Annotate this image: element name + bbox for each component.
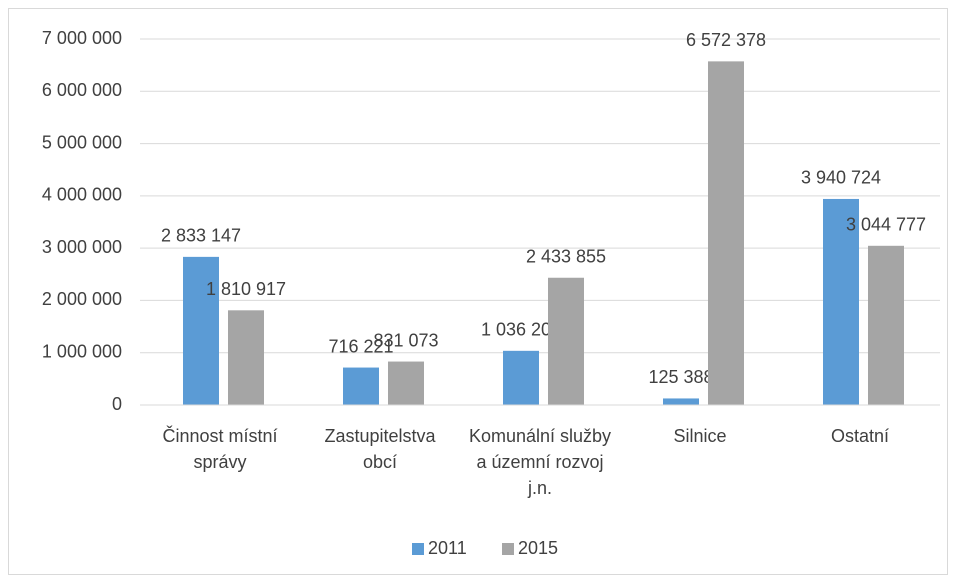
bar	[388, 361, 424, 405]
y-tick-label: 1 000 000	[42, 341, 122, 361]
data-label: 2 433 855	[526, 246, 606, 266]
data-label: 125 388	[648, 367, 713, 387]
y-tick-label: 0	[112, 394, 122, 414]
data-label: 2 833 147	[161, 226, 241, 246]
data-label: 1 810 917	[206, 279, 286, 299]
y-tick-label: 7 000 000	[42, 28, 122, 48]
data-label: 6 572 378	[686, 30, 766, 50]
y-tick-label: 6 000 000	[42, 80, 122, 100]
y-tick-label: 4 000 000	[42, 185, 122, 205]
legend-label: 2015	[518, 538, 558, 558]
x-tick-label: Ostatní	[830, 426, 890, 446]
bar	[228, 310, 264, 405]
x-tick-label: Silnice	[673, 426, 727, 446]
legend-swatch	[502, 543, 514, 555]
bar	[503, 350, 539, 405]
bar	[343, 367, 379, 405]
chart-border	[8, 8, 948, 575]
bar	[868, 245, 904, 405]
legend-swatch	[412, 543, 424, 555]
bar	[708, 61, 744, 405]
data-label: 716 221	[328, 336, 393, 356]
data-label: 831 073	[373, 330, 438, 350]
bar	[548, 277, 584, 405]
data-label: 1 036 200	[481, 320, 561, 340]
data-label: 3 940 724	[801, 168, 881, 188]
y-tick-label: 5 000 000	[42, 132, 122, 152]
x-tick-label: Komunální služby a územní rozvoj j.n.	[468, 426, 612, 498]
y-tick-label: 2 000 000	[42, 289, 122, 309]
data-label: 3 044 777	[846, 215, 926, 235]
bar	[823, 198, 859, 405]
bar	[183, 256, 219, 405]
x-tick-label: Činnost místní správy	[162, 426, 278, 472]
x-tick-label: Zastupitelstva obcí	[324, 426, 436, 472]
legend-label: 2011	[428, 538, 467, 558]
y-tick-label: 3 000 000	[42, 237, 122, 257]
bar	[663, 398, 699, 405]
